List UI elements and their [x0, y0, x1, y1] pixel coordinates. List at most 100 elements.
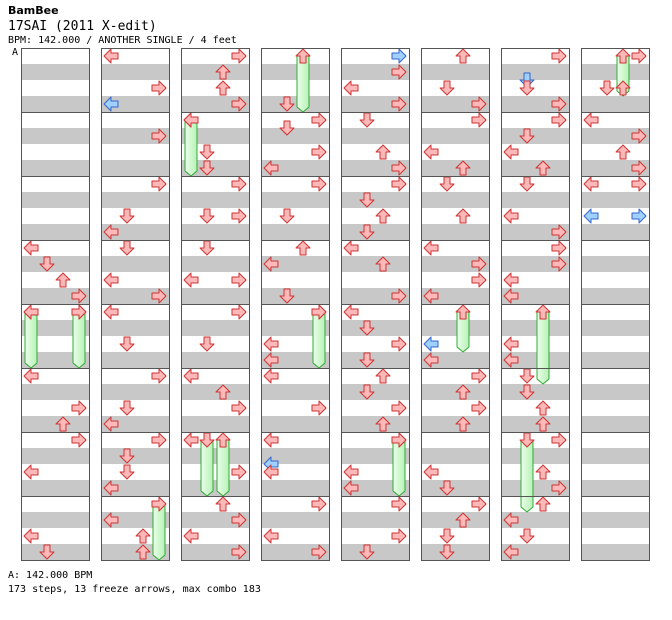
- left-arrow-icon: [263, 352, 279, 368]
- left-arrow-icon: [583, 176, 599, 192]
- beat-stripe: [581, 96, 649, 112]
- down-arrow-icon: [519, 528, 535, 544]
- beat-stripe: [341, 320, 409, 336]
- down-arrow-icon: [119, 448, 135, 464]
- chart-info: BPM: 142.000 / ANOTHER SINGLE / 4 feet: [8, 35, 237, 46]
- beat-stripe: [501, 416, 569, 432]
- beat-stripe: [341, 256, 409, 272]
- left-arrow-icon: [103, 416, 119, 432]
- left-arrow-icon: [343, 464, 359, 480]
- right-arrow-icon: [551, 256, 567, 272]
- right-arrow-icon: [231, 176, 247, 192]
- bpm-summary: A: 142.000 BPM: [8, 570, 93, 581]
- left-arrow-icon: [263, 464, 279, 480]
- down-arrow-icon: [359, 192, 375, 208]
- right-arrow-icon: [391, 528, 407, 544]
- beat-stripe: [261, 160, 329, 176]
- down-arrow-icon: [39, 256, 55, 272]
- beat-stripe: [341, 448, 409, 464]
- right-arrow-icon: [151, 288, 167, 304]
- down-arrow-icon: [359, 320, 375, 336]
- beat-stripe: [421, 192, 489, 208]
- beat-stripe: [181, 160, 249, 176]
- up-arrow-icon: [455, 304, 471, 320]
- right-arrow-icon: [151, 432, 167, 448]
- beat-stripe: [341, 96, 409, 112]
- up-arrow-icon: [535, 416, 551, 432]
- right-arrow-icon: [551, 112, 567, 128]
- right-arrow-icon: [311, 112, 327, 128]
- beat-stripe: [421, 128, 489, 144]
- down-arrow-icon: [279, 208, 295, 224]
- up-arrow-icon: [535, 160, 551, 176]
- freeze-arrow-body: [392, 439, 406, 497]
- beat-stripe: [261, 416, 329, 432]
- beat-stripe: [421, 160, 489, 176]
- beat-stripe: [181, 256, 249, 272]
- beat-stripe: [101, 384, 169, 400]
- right-arrow-icon: [311, 544, 327, 560]
- beat-stripe: [21, 320, 89, 336]
- beat-stripe: [341, 480, 409, 496]
- freeze-arrow-body: [520, 439, 534, 513]
- right-arrow-icon: [391, 160, 407, 176]
- up-arrow-icon: [535, 496, 551, 512]
- right-arrow-icon: [311, 144, 327, 160]
- beat-stripe: [421, 480, 489, 496]
- left-arrow-icon: [23, 304, 39, 320]
- up-arrow-icon: [615, 80, 631, 96]
- down-arrow-icon: [119, 400, 135, 416]
- right-arrow-icon: [71, 304, 87, 320]
- beat-stripe: [341, 288, 409, 304]
- beat-stripe: [181, 64, 249, 80]
- up-arrow-icon: [215, 64, 231, 80]
- left-arrow-icon: [343, 80, 359, 96]
- right-arrow-icon: [151, 176, 167, 192]
- right-arrow-icon: [311, 496, 327, 512]
- beat-stripe: [21, 160, 89, 176]
- left-arrow-icon: [503, 208, 519, 224]
- freeze-arrow-body: [296, 55, 310, 113]
- up-arrow-icon: [455, 48, 471, 64]
- beat-stripe: [581, 128, 649, 144]
- left-arrow-icon: [263, 528, 279, 544]
- left-arrow-icon: [263, 336, 279, 352]
- up-arrow-icon: [375, 256, 391, 272]
- right-arrow-icon: [631, 128, 647, 144]
- up-arrow-icon: [455, 512, 471, 528]
- beat-stripe: [581, 416, 649, 432]
- down-arrow-icon: [439, 80, 455, 96]
- left-arrow-icon: [423, 240, 439, 256]
- beat-stripe: [261, 352, 329, 368]
- beat-stripe: [581, 192, 649, 208]
- beat-stripe: [181, 224, 249, 240]
- beat-stripe: [501, 512, 569, 528]
- beat-stripe: [101, 480, 169, 496]
- beat-stripe: [581, 544, 649, 560]
- beat-stripe: [501, 320, 569, 336]
- beat-stripe: [261, 288, 329, 304]
- left-arrow-icon: [583, 112, 599, 128]
- beat-stripe: [421, 64, 489, 80]
- beat-stripe: [21, 64, 89, 80]
- beat-stripe: [21, 128, 89, 144]
- freeze-arrow-body: [536, 311, 550, 385]
- right-arrow-icon: [151, 128, 167, 144]
- beat-stripe: [101, 224, 169, 240]
- beat-stripe: [261, 512, 329, 528]
- beat-stripe: [581, 288, 649, 304]
- up-arrow-icon: [455, 416, 471, 432]
- beat-stripe: [261, 224, 329, 240]
- beat-stripe: [501, 256, 569, 272]
- left-arrow-icon: [343, 480, 359, 496]
- beat-stripe: [21, 192, 89, 208]
- freeze-arrow-body: [72, 311, 86, 369]
- beat-stripe: [341, 160, 409, 176]
- beat-stripe: [21, 512, 89, 528]
- up-arrow-icon: [375, 208, 391, 224]
- beat-stripe: [21, 480, 89, 496]
- right-arrow-icon: [551, 224, 567, 240]
- beat-stripe: [181, 96, 249, 112]
- beat-stripe: [261, 544, 329, 560]
- beat-stripe: [261, 128, 329, 144]
